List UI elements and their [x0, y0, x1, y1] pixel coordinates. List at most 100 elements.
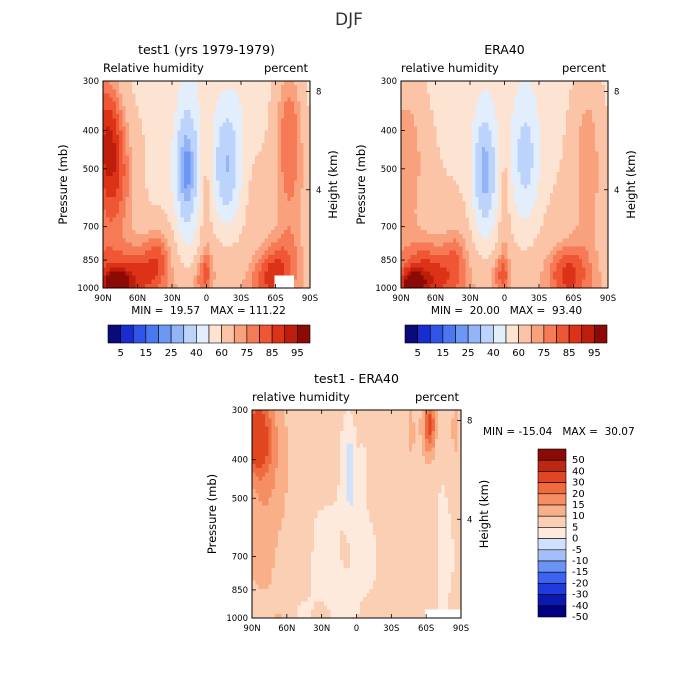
heatmap-cell — [103, 151, 107, 157]
heatmap-cell — [426, 250, 431, 256]
heatmap-cell — [132, 93, 136, 99]
heatmap-cell — [401, 147, 405, 152]
heatmap-cell — [258, 155, 263, 161]
heatmap-cell — [196, 196, 201, 202]
heatmap-cell — [433, 118, 438, 123]
heatmap-cell — [238, 188, 243, 194]
heatmap-cell — [303, 147, 308, 152]
heatmap-cell — [193, 254, 198, 260]
heatmap-cell — [154, 213, 159, 219]
heatmap-cell — [443, 234, 447, 239]
heatmap-cell — [449, 217, 454, 223]
heatmap-cell — [196, 155, 201, 161]
heatmap-cell — [498, 114, 502, 119]
heatmap-cell — [290, 275, 295, 281]
heatmap-cell — [300, 93, 305, 99]
heatmap-cell — [229, 283, 233, 289]
heatmap-cell — [225, 217, 230, 223]
heatmap-cell — [271, 196, 276, 202]
heatmap-cell — [177, 172, 182, 177]
heatmap-cell — [122, 238, 127, 244]
heatmap-cell — [200, 271, 204, 277]
heatmap-cell — [488, 118, 493, 123]
heatmap-cell — [167, 155, 172, 161]
heatmap-cell — [491, 114, 496, 119]
heatmap-cell — [209, 147, 214, 152]
heatmap-cell — [465, 114, 470, 119]
heatmap-cell — [300, 155, 305, 161]
heatmap-cell — [154, 242, 159, 248]
heatmap-cell — [488, 230, 493, 235]
heatmap-cell — [135, 246, 140, 252]
heatmap-cell — [122, 159, 127, 165]
colorbar-swatch — [120, 324, 134, 344]
heatmap-cell — [174, 254, 178, 260]
heatmap-cell — [436, 151, 441, 157]
heatmap-cell — [475, 205, 480, 210]
heatmap-cell — [200, 147, 204, 152]
heatmap-cell — [157, 130, 162, 136]
heatmap-cell — [187, 147, 191, 152]
heatmap-cell — [193, 209, 198, 215]
heatmap-cell — [472, 283, 476, 289]
heatmap-cell — [501, 101, 506, 107]
heatmap-cell — [436, 267, 441, 273]
heatmap-cell — [190, 180, 195, 186]
heatmap-cell — [478, 238, 483, 244]
heatmap-cell — [510, 109, 515, 115]
heatmap-cell — [455, 184, 460, 190]
variable-label: Relative humidity — [103, 61, 204, 75]
heatmap-cell — [420, 93, 425, 99]
heatmap-cell — [109, 234, 114, 239]
heatmap-cell — [488, 85, 493, 90]
heatmap-cell — [141, 126, 146, 132]
heatmap-cell — [196, 147, 201, 152]
heatmap-cell — [481, 201, 486, 206]
heatmap-cell — [491, 180, 496, 186]
heatmap-cell — [401, 242, 405, 248]
heatmap-cell — [504, 172, 509, 177]
heatmap-cell — [507, 279, 512, 285]
heatmap-cell — [245, 234, 250, 239]
heatmap-cell — [417, 163, 421, 169]
heatmap-cell — [206, 147, 211, 152]
heatmap-cell — [510, 89, 515, 95]
heatmap-cell — [206, 209, 211, 215]
heatmap-cell — [420, 213, 425, 219]
heatmap-cell — [423, 217, 428, 223]
heatmap-cell — [468, 167, 473, 173]
heatmap-cell — [290, 105, 295, 111]
heatmap-cell — [472, 176, 476, 181]
heatmap-cell — [219, 126, 224, 132]
heatmap-cell — [452, 250, 457, 256]
heatmap-cell — [284, 254, 288, 260]
heatmap-cell — [225, 105, 230, 111]
heatmap-cell — [248, 167, 253, 173]
heatmap-cell — [261, 93, 266, 99]
heatmap-cell — [267, 147, 272, 152]
heatmap-cell — [235, 283, 240, 289]
heatmap-cell — [303, 279, 308, 285]
heatmap-cell — [238, 109, 243, 115]
heatmap-cell — [271, 89, 276, 95]
heatmap-cell — [141, 172, 146, 177]
heatmap-cell — [501, 81, 506, 86]
colorbar-swatch — [132, 324, 147, 344]
heatmap-cell — [504, 283, 509, 289]
heatmap-cell — [417, 118, 421, 123]
heatmap-cell — [306, 85, 311, 90]
heatmap-cell — [407, 151, 412, 157]
heatmap-cell — [245, 246, 250, 252]
heatmap-cell — [485, 242, 489, 248]
heatmap-cell — [251, 213, 256, 219]
heatmap-cell — [455, 205, 460, 210]
heatmap-cell — [112, 271, 117, 277]
heatmap-cell — [157, 242, 162, 248]
heatmap-cell — [148, 238, 153, 244]
heatmap-cell — [449, 134, 454, 140]
heatmap-cell — [135, 184, 140, 190]
heatmap-cell — [439, 246, 444, 252]
heatmap-cell — [258, 221, 263, 227]
heatmap-cell — [306, 118, 311, 123]
heatmap-cell — [413, 126, 418, 132]
